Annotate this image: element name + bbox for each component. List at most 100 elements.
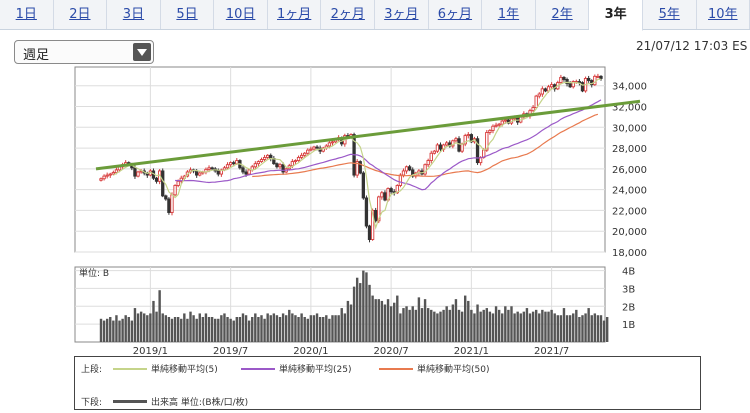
- last-updated-timestamp: 21/07/12 17:03 ES: [636, 39, 748, 53]
- legend-ma25-label: 単純移動平均(25): [279, 365, 352, 375]
- volume-bar: [288, 309, 291, 342]
- candle-body: [377, 196, 381, 222]
- volume-bar: [362, 270, 365, 342]
- candle-body: [485, 132, 489, 151]
- candle-body: [275, 163, 279, 168]
- candle-body: [225, 164, 230, 169]
- candle-body: [167, 198, 171, 213]
- candle-body: [549, 84, 554, 88]
- candle-body: [429, 152, 433, 161]
- candle-body: [466, 134, 470, 137]
- volume-bar: [414, 309, 418, 342]
- ma5-line: [112, 78, 601, 230]
- volume-bar: [238, 317, 242, 342]
- volume-bar: [599, 315, 603, 342]
- candle-body: [540, 88, 545, 95]
- volume-bar: [581, 315, 584, 342]
- volume-bar: [291, 313, 294, 342]
- candle-body: [296, 156, 301, 161]
- candle-body: [235, 160, 239, 165]
- tab-11[interactable]: 3年: [589, 0, 643, 31]
- volume-bar: [260, 315, 263, 342]
- x-tick-label: 2021/1: [454, 346, 489, 357]
- volume-bar: [343, 313, 347, 342]
- tab-4[interactable]: 10日: [214, 0, 268, 29]
- legend-ma5-swatch: [113, 368, 147, 370]
- volume-bar: [352, 286, 356, 342]
- tab-7[interactable]: 3ヶ月: [375, 0, 429, 29]
- volume-bar: [510, 306, 513, 342]
- chevron-down-icon[interactable]: [133, 43, 151, 61]
- volume-bar: [448, 309, 451, 342]
- volume-bar: [155, 311, 158, 342]
- volume-bar: [198, 313, 201, 342]
- tab-8[interactable]: 6ヶ月: [429, 0, 483, 29]
- tab-3[interactable]: 5日: [161, 0, 215, 29]
- candle-body: [364, 197, 369, 227]
- volume-bar: [133, 308, 137, 342]
- candle-body: [571, 81, 575, 88]
- candle-body: [259, 159, 264, 163]
- volume-bar: [229, 318, 232, 342]
- volume-bar: [433, 311, 436, 342]
- volume-bar: [442, 309, 445, 342]
- tab-0[interactable]: 1日: [0, 0, 54, 29]
- volume-bar: [192, 315, 195, 342]
- candle-body: [383, 192, 387, 201]
- volume-bar: [204, 313, 208, 342]
- volume-bar: [374, 299, 377, 342]
- volume-bar: [331, 315, 334, 342]
- x-tick-label: 2019/1: [133, 346, 168, 357]
- volume-bar: [457, 309, 461, 342]
- volume-bar: [315, 313, 319, 342]
- volume-bar: [596, 315, 600, 342]
- period-select[interactable]: 週足: [14, 40, 154, 64]
- volume-bar: [565, 315, 569, 342]
- volume-bar: [318, 317, 322, 342]
- volume-bar: [550, 309, 553, 342]
- volume-bar: [297, 317, 300, 342]
- candle-body: [198, 172, 202, 176]
- volume-bar: [306, 318, 309, 342]
- volume-bar: [568, 315, 572, 342]
- candle-body: [195, 170, 199, 176]
- volume-bar: [325, 315, 328, 342]
- volume-bar: [578, 317, 581, 342]
- candle-body: [593, 75, 597, 86]
- volume-bar: [247, 320, 251, 342]
- volume-bar: [519, 313, 522, 342]
- candle-body: [102, 175, 106, 180]
- volume-bar: [266, 313, 269, 342]
- candle-body: [358, 161, 362, 174]
- volume-bar: [124, 315, 127, 342]
- volume-bar: [528, 313, 532, 342]
- volume-tick-label: 1B: [622, 320, 635, 331]
- candle-body: [398, 174, 403, 186]
- volume-bar: [269, 315, 272, 342]
- tab-12[interactable]: 5年: [643, 0, 697, 29]
- tab-5[interactable]: 1ヶ月: [268, 0, 322, 29]
- legend-lower-label: 下段:: [81, 398, 103, 408]
- volume-bar: [525, 308, 529, 342]
- tab-10[interactable]: 2年: [536, 0, 590, 29]
- candle-body: [543, 88, 548, 92]
- volume-bar: [380, 300, 384, 342]
- volume-bar: [136, 313, 140, 342]
- volume-bar: [476, 304, 479, 342]
- volume-bar: [494, 306, 498, 342]
- volume-bar: [368, 284, 371, 342]
- tab-6[interactable]: 2ヶ月: [321, 0, 376, 29]
- price-panel: [74, 66, 606, 253]
- x-tick-label: 2019/7: [213, 346, 248, 357]
- candle-body: [568, 83, 572, 88]
- tab-2[interactable]: 3日: [107, 0, 161, 29]
- tab-9[interactable]: 1年: [482, 0, 536, 29]
- volume-bar: [479, 311, 482, 342]
- volume-bar: [393, 302, 396, 342]
- price-tick-label: 30,000: [612, 123, 647, 134]
- tab-1[interactable]: 2日: [54, 0, 108, 29]
- volume-bar: [263, 318, 266, 342]
- volume-bar: [605, 317, 609, 342]
- candle-body: [312, 146, 316, 150]
- volume-tick-label: 2B: [622, 302, 635, 313]
